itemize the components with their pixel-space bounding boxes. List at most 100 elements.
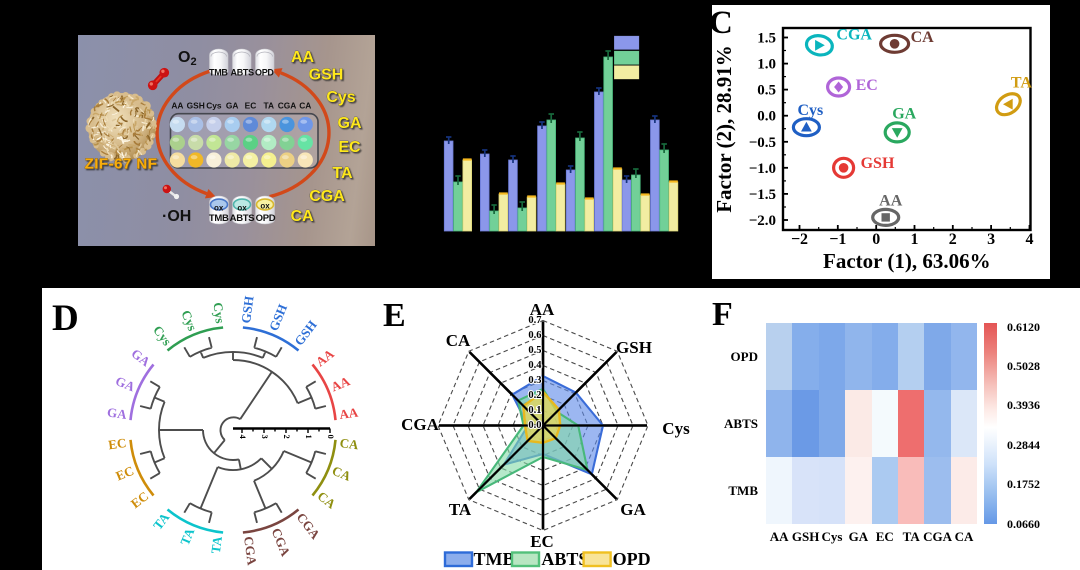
svg-text:0: 0 [326, 435, 336, 439]
svg-text:TA: TA [177, 525, 198, 547]
svg-text:Cys: Cys [326, 89, 355, 106]
svg-text:TMB: TMB [474, 549, 515, 569]
svg-text:GSH: GSH [309, 67, 344, 84]
svg-text:0.7: 0.7 [528, 315, 541, 326]
svg-text:AA: AA [291, 49, 315, 66]
svg-text:−2: −2 [791, 231, 808, 248]
svg-text:GA: GA [106, 405, 128, 422]
svg-text:0.3: 0.3 [528, 375, 541, 386]
svg-text:GA: GA [113, 373, 137, 395]
svg-text:CGA: CGA [309, 188, 345, 205]
svg-text:CGA: CGA [241, 535, 260, 566]
svg-text:CA: CA [290, 208, 314, 225]
svg-text:1.0: 1.0 [757, 57, 776, 73]
svg-text:CA: CA [446, 331, 471, 350]
svg-text:0.4: 0.4 [528, 360, 542, 371]
svg-text:0.5: 0.5 [528, 345, 541, 356]
svg-text:CGA: CGA [836, 26, 872, 43]
svg-text:CGA: CGA [269, 526, 294, 559]
svg-text:ABTS: ABTS [231, 68, 255, 78]
svg-text:GSH: GSH [266, 302, 290, 333]
svg-text:CA: CA [299, 101, 311, 111]
svg-text:−1.0: −1.0 [749, 161, 776, 177]
svg-text:AA: AA [879, 192, 903, 209]
svg-text:·OH: ·OH [162, 208, 191, 225]
svg-text:AA: AA [530, 300, 555, 319]
svg-text:CGA: CGA [294, 510, 324, 543]
svg-text:3: 3 [260, 435, 270, 439]
svg-text:AA: AA [171, 101, 183, 111]
svg-text:OPD: OPD [613, 549, 651, 569]
svg-text:−2.0: −2.0 [749, 213, 776, 229]
svg-text:EC: EC [128, 488, 151, 511]
svg-text:−0.5: −0.5 [749, 135, 776, 151]
svg-text:GA: GA [338, 115, 362, 132]
svg-text:CA: CA [330, 463, 354, 484]
svg-text:Cys: Cys [150, 323, 175, 349]
svg-text:TA: TA [1011, 75, 1032, 92]
svg-text:GSH: GSH [861, 155, 895, 172]
svg-text:GSH: GSH [238, 295, 256, 324]
svg-text:EC: EC [114, 463, 136, 484]
svg-text:GA: GA [892, 105, 916, 122]
svg-text:1: 1 [911, 231, 919, 248]
svg-text:3: 3 [987, 231, 995, 248]
svg-text:4: 4 [1026, 231, 1034, 248]
svg-text:AA: AA [313, 346, 338, 370]
svg-text:2: 2 [949, 231, 957, 248]
svg-text:0: 0 [872, 231, 880, 248]
svg-text:EC: EC [245, 101, 257, 111]
svg-text:Cys: Cys [798, 102, 824, 119]
svg-text:OPD: OPD [256, 213, 276, 224]
svg-text:0.6: 0.6 [528, 330, 541, 341]
svg-text:EC: EC [107, 435, 127, 452]
svg-text:CGA: CGA [401, 415, 440, 434]
svg-text:−1: −1 [829, 231, 846, 248]
svg-text:CA: CA [911, 29, 935, 46]
svg-text:ox: ox [214, 204, 224, 213]
svg-text:GA: GA [129, 346, 154, 370]
svg-text:C: C [709, 5, 733, 41]
svg-text:ox: ox [260, 202, 270, 211]
svg-text:GSH: GSH [291, 317, 320, 348]
svg-text:Factor (1), 63.06%: Factor (1), 63.06% [823, 249, 991, 273]
svg-text:AA: AA [338, 405, 359, 422]
svg-text:TA: TA [150, 509, 173, 532]
svg-text:D: D [52, 298, 79, 339]
svg-text:GSH: GSH [616, 338, 652, 357]
svg-text:0.1: 0.1 [528, 405, 541, 416]
svg-text:TA: TA [449, 500, 472, 519]
svg-text:TMB: TMB [209, 68, 228, 78]
svg-text:EC: EC [530, 532, 554, 551]
svg-text:ABTS: ABTS [230, 213, 255, 224]
svg-text:Cys: Cys [178, 308, 200, 333]
svg-text:GSH: GSH [187, 101, 205, 111]
svg-text:1: 1 [304, 435, 314, 439]
svg-text:TA: TA [332, 165, 353, 182]
svg-text:0.5: 0.5 [757, 83, 776, 99]
svg-text:TA: TA [264, 101, 275, 111]
svg-text:CA: CA [315, 488, 340, 512]
svg-text:E: E [383, 297, 406, 334]
svg-text:F: F [712, 296, 733, 333]
svg-text:ZIF-67 NF: ZIF-67 NF [85, 156, 158, 173]
svg-text:AA: AA [329, 373, 353, 394]
svg-text:0.0: 0.0 [528, 420, 541, 431]
svg-text:Cys: Cys [210, 301, 228, 324]
svg-text:TMB: TMB [209, 213, 229, 224]
svg-text:2: 2 [282, 435, 292, 439]
svg-text:EC: EC [338, 139, 361, 156]
svg-text:−1.5: −1.5 [749, 187, 776, 203]
svg-text:ox: ox [237, 204, 247, 213]
svg-text:GA: GA [620, 500, 646, 519]
svg-text:1.5: 1.5 [757, 31, 776, 47]
svg-text:Cys: Cys [206, 101, 222, 111]
svg-text:GA: GA [226, 101, 239, 111]
svg-text:OPD: OPD [255, 68, 274, 78]
svg-text:4: 4 [238, 435, 248, 440]
svg-text:CGA: CGA [278, 101, 297, 111]
svg-text:EC: EC [856, 77, 878, 94]
svg-text:0.2: 0.2 [528, 390, 541, 401]
svg-text:ABTS: ABTS [541, 549, 588, 569]
svg-text:CA: CA [339, 435, 360, 452]
